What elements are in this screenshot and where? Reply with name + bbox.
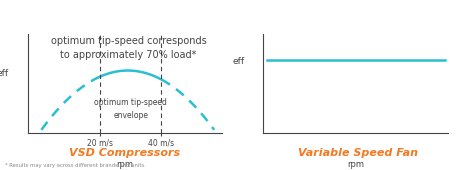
- Text: * Results may vary across different brands and units.: * Results may vary across different bran…: [5, 163, 146, 168]
- Text: eff: eff: [0, 69, 8, 78]
- Text: rpm: rpm: [347, 160, 364, 169]
- Text: optimum tip-speed corresponds
to approximately 70% load*: optimum tip-speed corresponds to approxi…: [51, 36, 207, 60]
- Text: eff: eff: [233, 57, 245, 66]
- Text: optimum tip-speed
envelope: optimum tip-speed envelope: [94, 98, 167, 120]
- Text: Variable Speed Fan: Variable Speed Fan: [298, 148, 418, 158]
- Text: rpm: rpm: [116, 160, 133, 169]
- Text: VSD Compressors: VSD Compressors: [69, 148, 180, 158]
